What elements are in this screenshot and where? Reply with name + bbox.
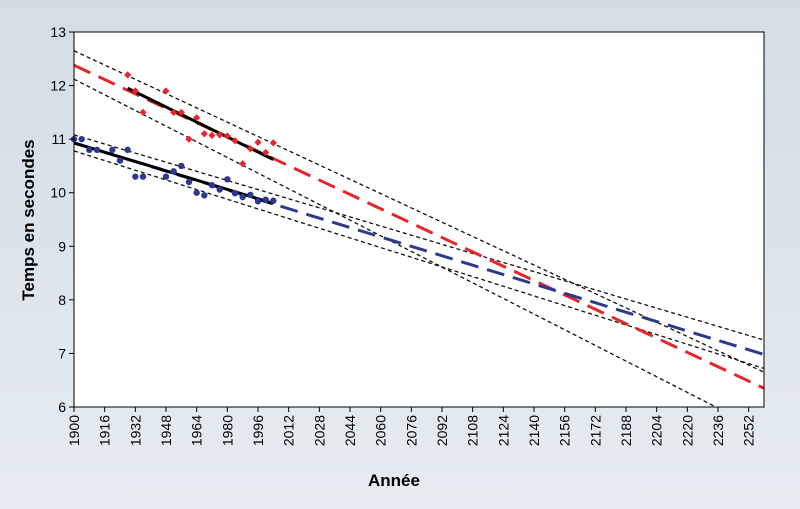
data-point-1-22 xyxy=(262,196,269,203)
data-points xyxy=(70,71,277,205)
x-tick-label-14: 2124 xyxy=(495,415,511,446)
data-point-1-12 xyxy=(185,178,193,186)
data-point-0-0 xyxy=(124,71,132,79)
y-tick-label-5: 11 xyxy=(51,131,66,147)
data-point-0-12 xyxy=(231,137,239,145)
plot-frame xyxy=(73,31,765,408)
data-point-0-16 xyxy=(262,148,270,157)
x-tick-label-13: 2108 xyxy=(465,415,481,446)
x-tick-label-19: 2204 xyxy=(649,415,665,446)
data-point-1-14 xyxy=(201,192,208,199)
x-tick-label-4: 1964 xyxy=(189,415,205,446)
confidence-line-0-0 xyxy=(73,50,765,373)
x-tick-label-3: 1948 xyxy=(158,415,174,446)
data-point-0-10 xyxy=(216,131,224,139)
y-axis: 6 7 8 9 10 11 12 13 xyxy=(50,24,74,415)
data-point-1-8 xyxy=(139,173,147,180)
trend-line-0 xyxy=(73,63,765,390)
plot-area xyxy=(74,32,764,407)
x-tick-label-17: 2172 xyxy=(587,415,603,446)
x-tick-label-6: 1996 xyxy=(250,415,266,446)
y-tick-label-3: 9 xyxy=(58,238,66,254)
data-point-1-18 xyxy=(231,190,239,197)
data-point-0-17 xyxy=(269,139,277,147)
data-point-0-4 xyxy=(170,108,178,116)
data-point-1-11 xyxy=(178,162,185,170)
data-point-1-19 xyxy=(239,193,246,201)
data-point-1-9 xyxy=(162,173,170,180)
y-tick-label-2: 8 xyxy=(58,292,66,308)
data-point-1-5 xyxy=(116,157,124,164)
x-tick-label-16: 2156 xyxy=(557,415,573,446)
y-tick-label-1: 7 xyxy=(58,345,66,361)
data-point-1-16 xyxy=(216,186,223,193)
x-tick-label-8: 2028 xyxy=(311,415,327,446)
x-tick-label-18: 2188 xyxy=(618,415,634,446)
data-point-1-17 xyxy=(224,176,231,183)
data-point-0-14 xyxy=(246,145,254,153)
x-tick-label-20: 2220 xyxy=(679,415,695,446)
data-point-0-9 xyxy=(208,131,216,139)
data-point-1-21 xyxy=(254,198,262,205)
y-tick-label-6: 12 xyxy=(50,78,66,94)
data-point-1-3 xyxy=(93,146,101,154)
x-tick-label-22: 2252 xyxy=(741,415,757,446)
x-axis: 1900 1916 1932 1948 1964 1980 1996 2012 2028 2044… xyxy=(66,407,757,446)
x-tick-label-12: 2092 xyxy=(434,415,450,446)
data-point-0-8 xyxy=(200,130,208,138)
data-point-0-1 xyxy=(131,87,139,95)
data-point-0-3 xyxy=(162,87,170,95)
x-axis-title: Année xyxy=(368,471,420,490)
data-point-1-7 xyxy=(132,173,139,180)
x-tick-label-10: 2060 xyxy=(373,415,389,446)
y-tick-label-4: 10 xyxy=(50,185,66,201)
data-point-0-13 xyxy=(239,160,247,168)
x-tick-label-5: 1980 xyxy=(219,415,235,446)
x-tick-label-15: 2140 xyxy=(526,415,542,446)
data-point-1-23 xyxy=(270,197,277,204)
data-point-1-6 xyxy=(124,146,131,154)
data-point-0-15 xyxy=(254,138,262,146)
x-tick-label-7: 2012 xyxy=(281,415,297,446)
confidence-line-1-1 xyxy=(73,150,765,370)
confidence-line-1-0 xyxy=(73,134,765,341)
data-point-1-15 xyxy=(208,182,216,189)
x-tick-label-9: 2044 xyxy=(342,415,358,446)
confidence-lines xyxy=(73,50,765,408)
data-point-0-7 xyxy=(193,114,201,122)
data-point-1-13 xyxy=(193,189,200,196)
data-point-1-10 xyxy=(170,168,177,175)
confidence-line-0-1 xyxy=(73,78,717,408)
y-axis-title: Temps en secondes xyxy=(19,139,38,300)
data-point-1-20 xyxy=(247,191,254,199)
data-point-0-11 xyxy=(223,132,231,140)
data-point-1-4 xyxy=(109,146,116,154)
y-tick-label-7: 13 xyxy=(50,24,66,40)
y-tick-label-0: 6 xyxy=(58,399,66,415)
data-point-0-2 xyxy=(139,108,147,116)
x-tick-label-1: 1916 xyxy=(97,415,113,446)
x-tick-label-21: 2236 xyxy=(710,415,726,446)
x-tick-label-0: 1900 xyxy=(66,415,82,446)
data-point-0-5 xyxy=(177,108,185,116)
data-point-1-2 xyxy=(86,146,93,154)
data-point-1-1 xyxy=(78,135,85,143)
x-tick-label-11: 2076 xyxy=(403,415,419,446)
x-tick-label-2: 1932 xyxy=(127,415,143,446)
data-point-0-6 xyxy=(185,135,193,143)
